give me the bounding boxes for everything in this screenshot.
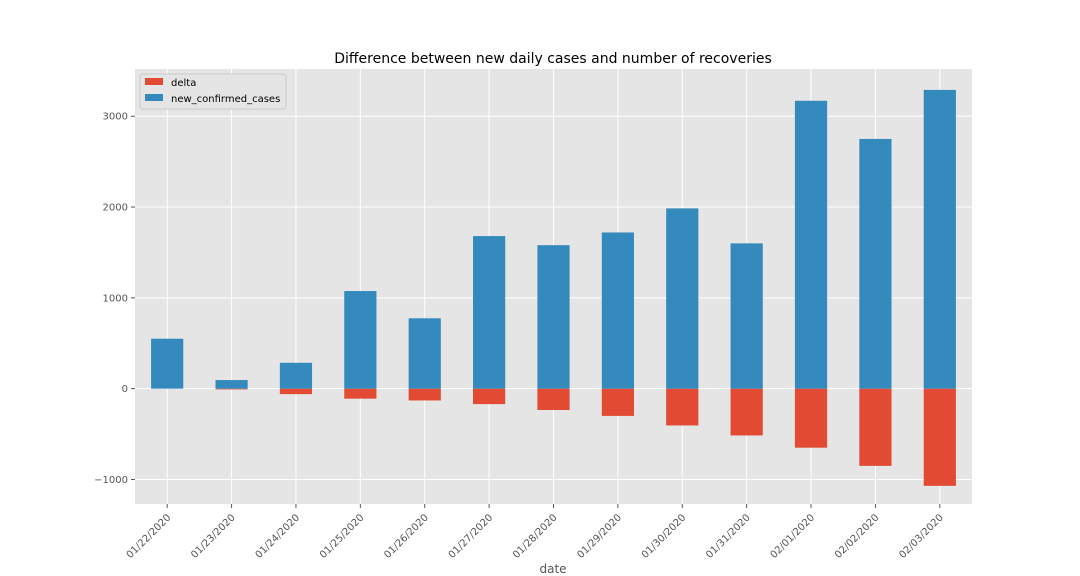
legend-box xyxy=(139,73,287,110)
x-tick-label: 01/29/2020 xyxy=(575,512,624,561)
y-axis-ticks: −1000 0 1000 2000 3000 xyxy=(94,112,135,486)
bar-new-confirmed-cases xyxy=(923,89,956,389)
x-tick-label: 01/31/2020 xyxy=(704,512,753,561)
legend-label-delta: delta xyxy=(171,78,196,89)
x-tick-label: 01/25/2020 xyxy=(318,512,367,561)
legend: delta new_confirmed_cases xyxy=(139,73,287,110)
x-axis-ticks: 01/22/2020 01/23/2020 01/24/2020 01/25/2020… xyxy=(125,504,946,561)
y-tick-label: 2000 xyxy=(103,203,128,214)
bar-delta xyxy=(408,388,441,401)
bar-new-confirmed-cases xyxy=(730,243,763,389)
legend-label-new-confirmed-cases: new_confirmed_cases xyxy=(171,94,280,105)
legend-swatch-delta xyxy=(145,78,163,85)
bar-delta xyxy=(601,388,634,416)
x-tick-label: 02/03/2020 xyxy=(897,512,946,561)
bar-new-confirmed-cases xyxy=(279,362,313,389)
x-axis-label: date xyxy=(539,562,566,576)
bar-new-confirmed-cases xyxy=(151,338,184,389)
bar-new-confirmed-cases xyxy=(473,236,506,389)
legend-swatch-new-confirmed-cases xyxy=(145,94,163,101)
bar-delta xyxy=(344,388,377,399)
y-tick-label: 1000 xyxy=(103,293,128,304)
bar-delta xyxy=(730,388,763,436)
bar-delta xyxy=(473,388,506,405)
bar-new-confirmed-cases xyxy=(537,245,570,389)
bar-new-confirmed-cases xyxy=(215,380,248,389)
x-tick-label: 01/22/2020 xyxy=(125,512,174,561)
bar-delta xyxy=(859,388,892,466)
bar-delta xyxy=(666,388,699,426)
bars xyxy=(151,89,956,486)
bar-new-confirmed-cases xyxy=(859,138,892,389)
x-tick-label: 02/01/2020 xyxy=(769,512,818,561)
x-tick-label: 01/30/2020 xyxy=(640,512,689,561)
bar-new-confirmed-cases xyxy=(666,208,699,389)
x-tick-label: 01/27/2020 xyxy=(447,512,496,561)
x-tick-label: 01/24/2020 xyxy=(254,512,303,561)
bar-delta xyxy=(923,388,956,486)
x-tick-label: 02/02/2020 xyxy=(833,512,882,561)
bar-new-confirmed-cases xyxy=(344,291,377,389)
bar-delta xyxy=(215,388,248,390)
y-tick-label: −1000 xyxy=(94,475,128,486)
x-tick-label: 01/28/2020 xyxy=(511,512,560,561)
y-tick-label: 0 xyxy=(122,384,128,395)
bar-delta xyxy=(279,388,313,395)
bar-new-confirmed-cases xyxy=(408,318,441,389)
chart-title: Difference between new daily cases and n… xyxy=(334,51,772,67)
bar-delta xyxy=(794,388,828,448)
bar-new-confirmed-cases xyxy=(794,100,828,389)
bar-new-confirmed-cases xyxy=(601,232,634,389)
bar-delta xyxy=(537,388,570,411)
x-tick-label: 01/23/2020 xyxy=(189,512,238,561)
y-tick-label: 3000 xyxy=(103,112,128,123)
x-tick-label: 01/26/2020 xyxy=(382,512,431,561)
